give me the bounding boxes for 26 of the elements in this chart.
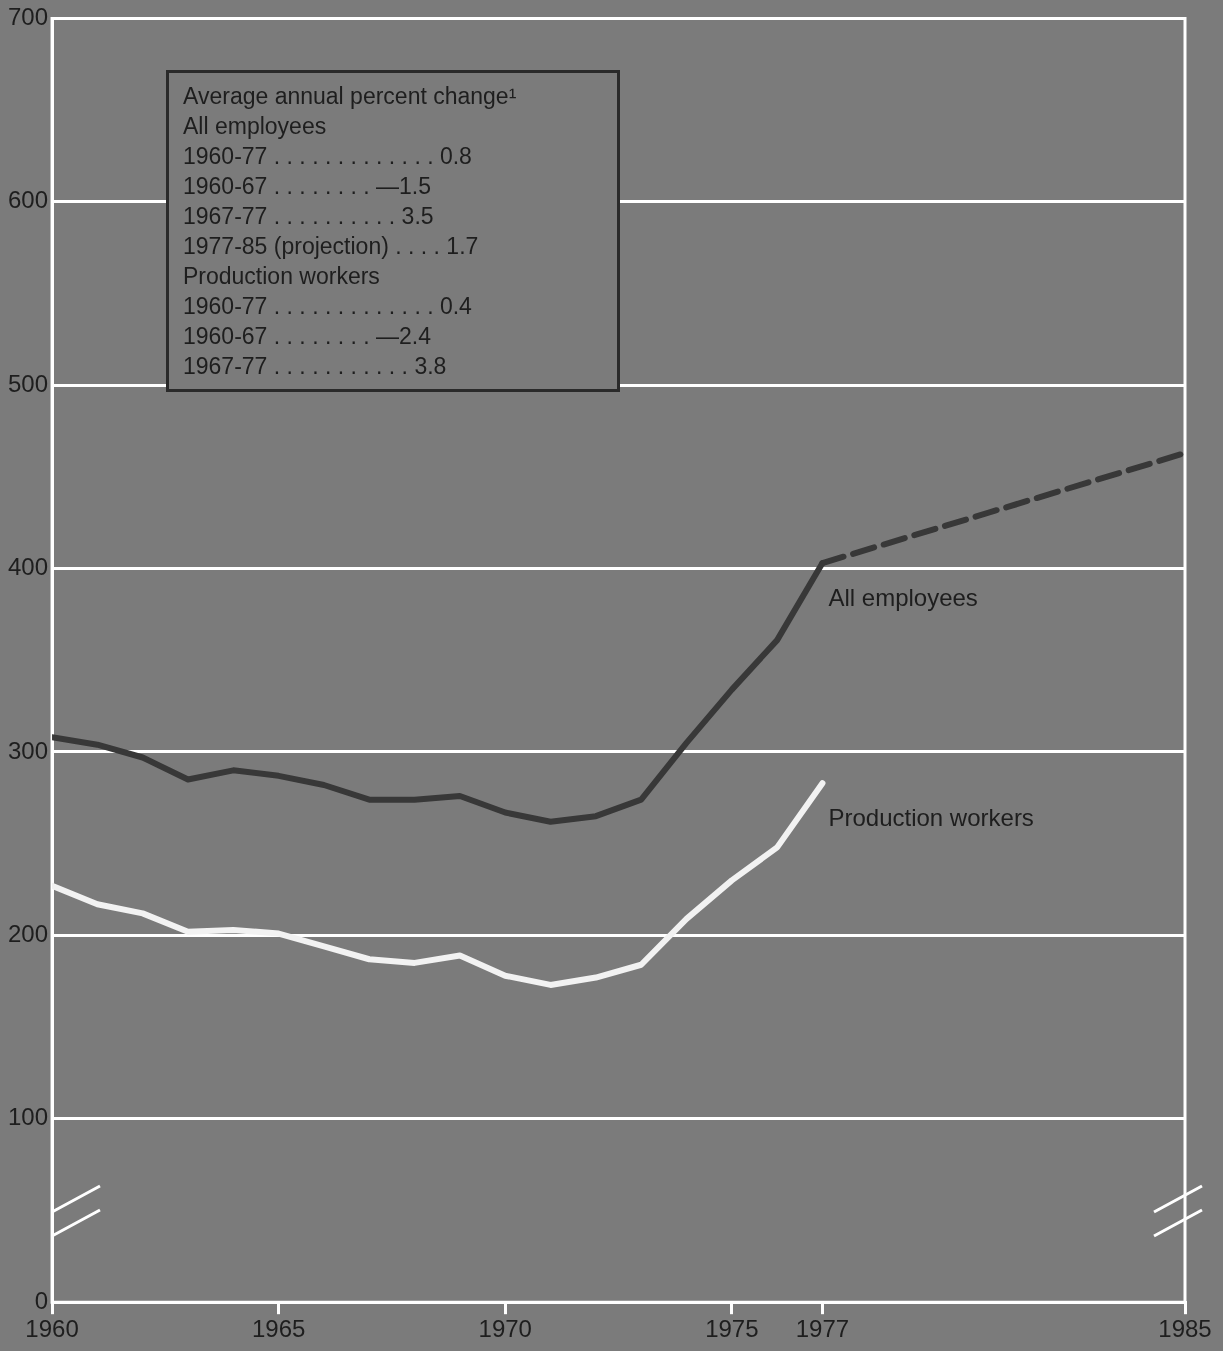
y-tick-label: 200 [8, 920, 49, 948]
annotation: 1977-85 (projection) . . . . 1.7 [183, 232, 480, 261]
annotation: 1960-67 . . . . . . . . —1.5 [183, 172, 432, 201]
annotation: 1967-77 . . . . . . . . . . . 3.8 [183, 352, 448, 381]
y-tick-label: 300 [8, 736, 49, 764]
y-tick-label: 100 [8, 1103, 49, 1131]
annotation: 1960-67 . . . . . . . . —2.4 [183, 322, 432, 351]
x-tick-label: 1965 [251, 1315, 306, 1343]
y-tick-label: 500 [8, 369, 49, 397]
annotation: 1960-77 . . . . . . . . . . . . . 0.4 [183, 292, 473, 321]
annotation: Average annual percent change¹ [183, 82, 518, 111]
annotation: 1960-77 . . . . . . . . . . . . . 0.8 [183, 142, 473, 171]
annotation: All employees [183, 112, 328, 141]
y-tick-label: 600 [8, 186, 49, 214]
x-tick-label: 1977 [795, 1315, 850, 1343]
x-tick-label: 1975 [705, 1315, 759, 1343]
x-tick-label: 1985 [1158, 1315, 1212, 1343]
x-tick-label: 1960 [25, 1315, 79, 1343]
annotation: 1967-77 . . . . . . . . . . 3.5 [183, 202, 435, 231]
series-label: All employees [828, 583, 978, 611]
y-tick-label: 0 [34, 1286, 49, 1314]
series-label: Production workers [828, 803, 1034, 831]
x-tick-label: 1970 [478, 1315, 532, 1343]
y-tick-label: 700 [8, 3, 49, 31]
annotation: Production workers [183, 262, 381, 291]
y-tick-label: 400 [8, 553, 49, 581]
